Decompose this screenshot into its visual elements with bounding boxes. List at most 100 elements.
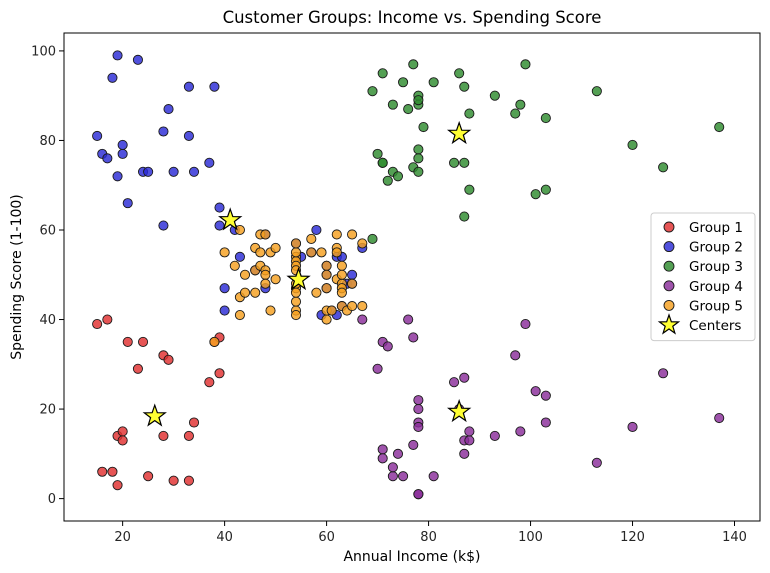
group-5-point — [260, 278, 271, 289]
group-3-point — [377, 157, 388, 168]
group-3-point — [428, 77, 439, 88]
center-marker — [286, 266, 311, 291]
group-2-point — [117, 139, 128, 150]
group-2-point — [102, 153, 113, 164]
group-4-point — [403, 314, 414, 325]
group-3-point — [714, 121, 725, 133]
group-4-point — [408, 332, 419, 343]
y-tick-label: 20 — [39, 403, 56, 418]
group-5-point — [290, 296, 302, 307]
group-4-point — [398, 471, 409, 482]
group-4-point — [428, 471, 439, 482]
group-4-point — [459, 448, 470, 459]
group-1-point — [97, 466, 108, 477]
group-3-point — [392, 171, 404, 182]
group-2-point — [163, 104, 174, 115]
group-1-point — [117, 426, 128, 437]
group-3-point — [413, 153, 424, 164]
x-tick-label: 40 — [216, 530, 233, 545]
group-5-point — [347, 278, 358, 289]
group-2-point — [168, 166, 179, 177]
group-1-point — [158, 430, 169, 441]
group-2-point — [158, 220, 169, 231]
group-3-point — [403, 104, 414, 115]
center-marker — [142, 403, 167, 427]
group-5-point — [290, 287, 302, 298]
group-2-point — [107, 72, 118, 83]
group-4-point — [413, 421, 424, 433]
legend-label-group-4: Group 4 — [689, 279, 743, 295]
group-4-point — [387, 471, 398, 482]
chart-title: Customer Groups: Income vs. Spending Sco… — [223, 8, 602, 27]
group-2-point — [117, 148, 128, 159]
group-5-point — [219, 247, 230, 258]
legend-label-group-2: Group 2 — [689, 240, 743, 256]
legend-marker-group-2 — [663, 241, 675, 253]
y-axis: 0 20 40 60 80 100 — [31, 44, 64, 507]
group-3-point — [367, 86, 378, 97]
group-4-point — [658, 368, 669, 379]
group-5-point — [321, 269, 332, 280]
group-5-point — [229, 260, 240, 271]
group-4-point — [520, 318, 531, 330]
group-3-point — [454, 68, 465, 79]
group-1-point — [137, 336, 149, 347]
group-3-point — [464, 184, 475, 195]
group-4-point — [413, 404, 424, 415]
group-5-point — [290, 238, 302, 249]
group-5-point — [239, 269, 251, 280]
group-5-point — [290, 310, 302, 321]
group-3-point — [449, 157, 460, 168]
group-3-point — [520, 59, 531, 70]
group-4-point — [449, 377, 460, 388]
group-4-point — [530, 386, 541, 397]
x-tick-label: 80 — [420, 530, 437, 545]
group-2-point — [132, 54, 143, 65]
y-tick-label: 0 — [48, 492, 56, 507]
group-3-point — [464, 108, 475, 119]
legend-label-group-3: Group 3 — [689, 259, 743, 275]
x-axis: 20 40 60 80 100 120 140 — [114, 521, 747, 545]
y-tick-label: 40 — [39, 313, 56, 328]
group-2-point — [112, 171, 123, 182]
points-layer — [92, 50, 725, 500]
group-5-point — [321, 260, 332, 271]
group-5-point — [290, 247, 302, 258]
group-4-point — [413, 395, 424, 406]
group-2-point — [122, 198, 133, 209]
legend-marker-group-4 — [663, 280, 675, 292]
group-1-point — [188, 417, 200, 428]
group-5-point — [270, 242, 281, 253]
group-5-point — [255, 247, 266, 258]
legend-marker-group-3 — [663, 260, 675, 272]
group-2-point — [183, 81, 194, 92]
group-5-point — [209, 336, 220, 347]
group-4-point — [387, 462, 398, 473]
legend-marker-centers — [657, 313, 681, 335]
center-marker — [446, 398, 472, 423]
group-3-point — [459, 211, 470, 222]
group-3-point — [377, 68, 388, 79]
group-5-point — [311, 287, 322, 298]
group-4-point — [459, 372, 470, 383]
center-marker — [218, 207, 243, 231]
group-2-point — [188, 166, 200, 177]
group-4-point — [392, 448, 404, 459]
group-5-point — [270, 274, 281, 285]
group-4-point — [357, 314, 368, 325]
group-4-point — [515, 426, 526, 437]
group-1-point — [102, 314, 113, 325]
group-2-point — [219, 305, 230, 316]
group-1-point — [183, 475, 194, 486]
group-3-point — [540, 113, 551, 124]
group-2-point — [143, 166, 154, 177]
group-5-point — [250, 287, 261, 298]
x-tick-label: 60 — [318, 530, 335, 545]
group-1-point — [107, 466, 118, 477]
group-2-point — [204, 157, 215, 168]
group-2-point — [347, 269, 358, 280]
group-2-point — [209, 81, 220, 92]
group-5-point — [260, 229, 271, 240]
x-tick-label: 100 — [518, 530, 543, 545]
group-5-point — [347, 229, 358, 240]
